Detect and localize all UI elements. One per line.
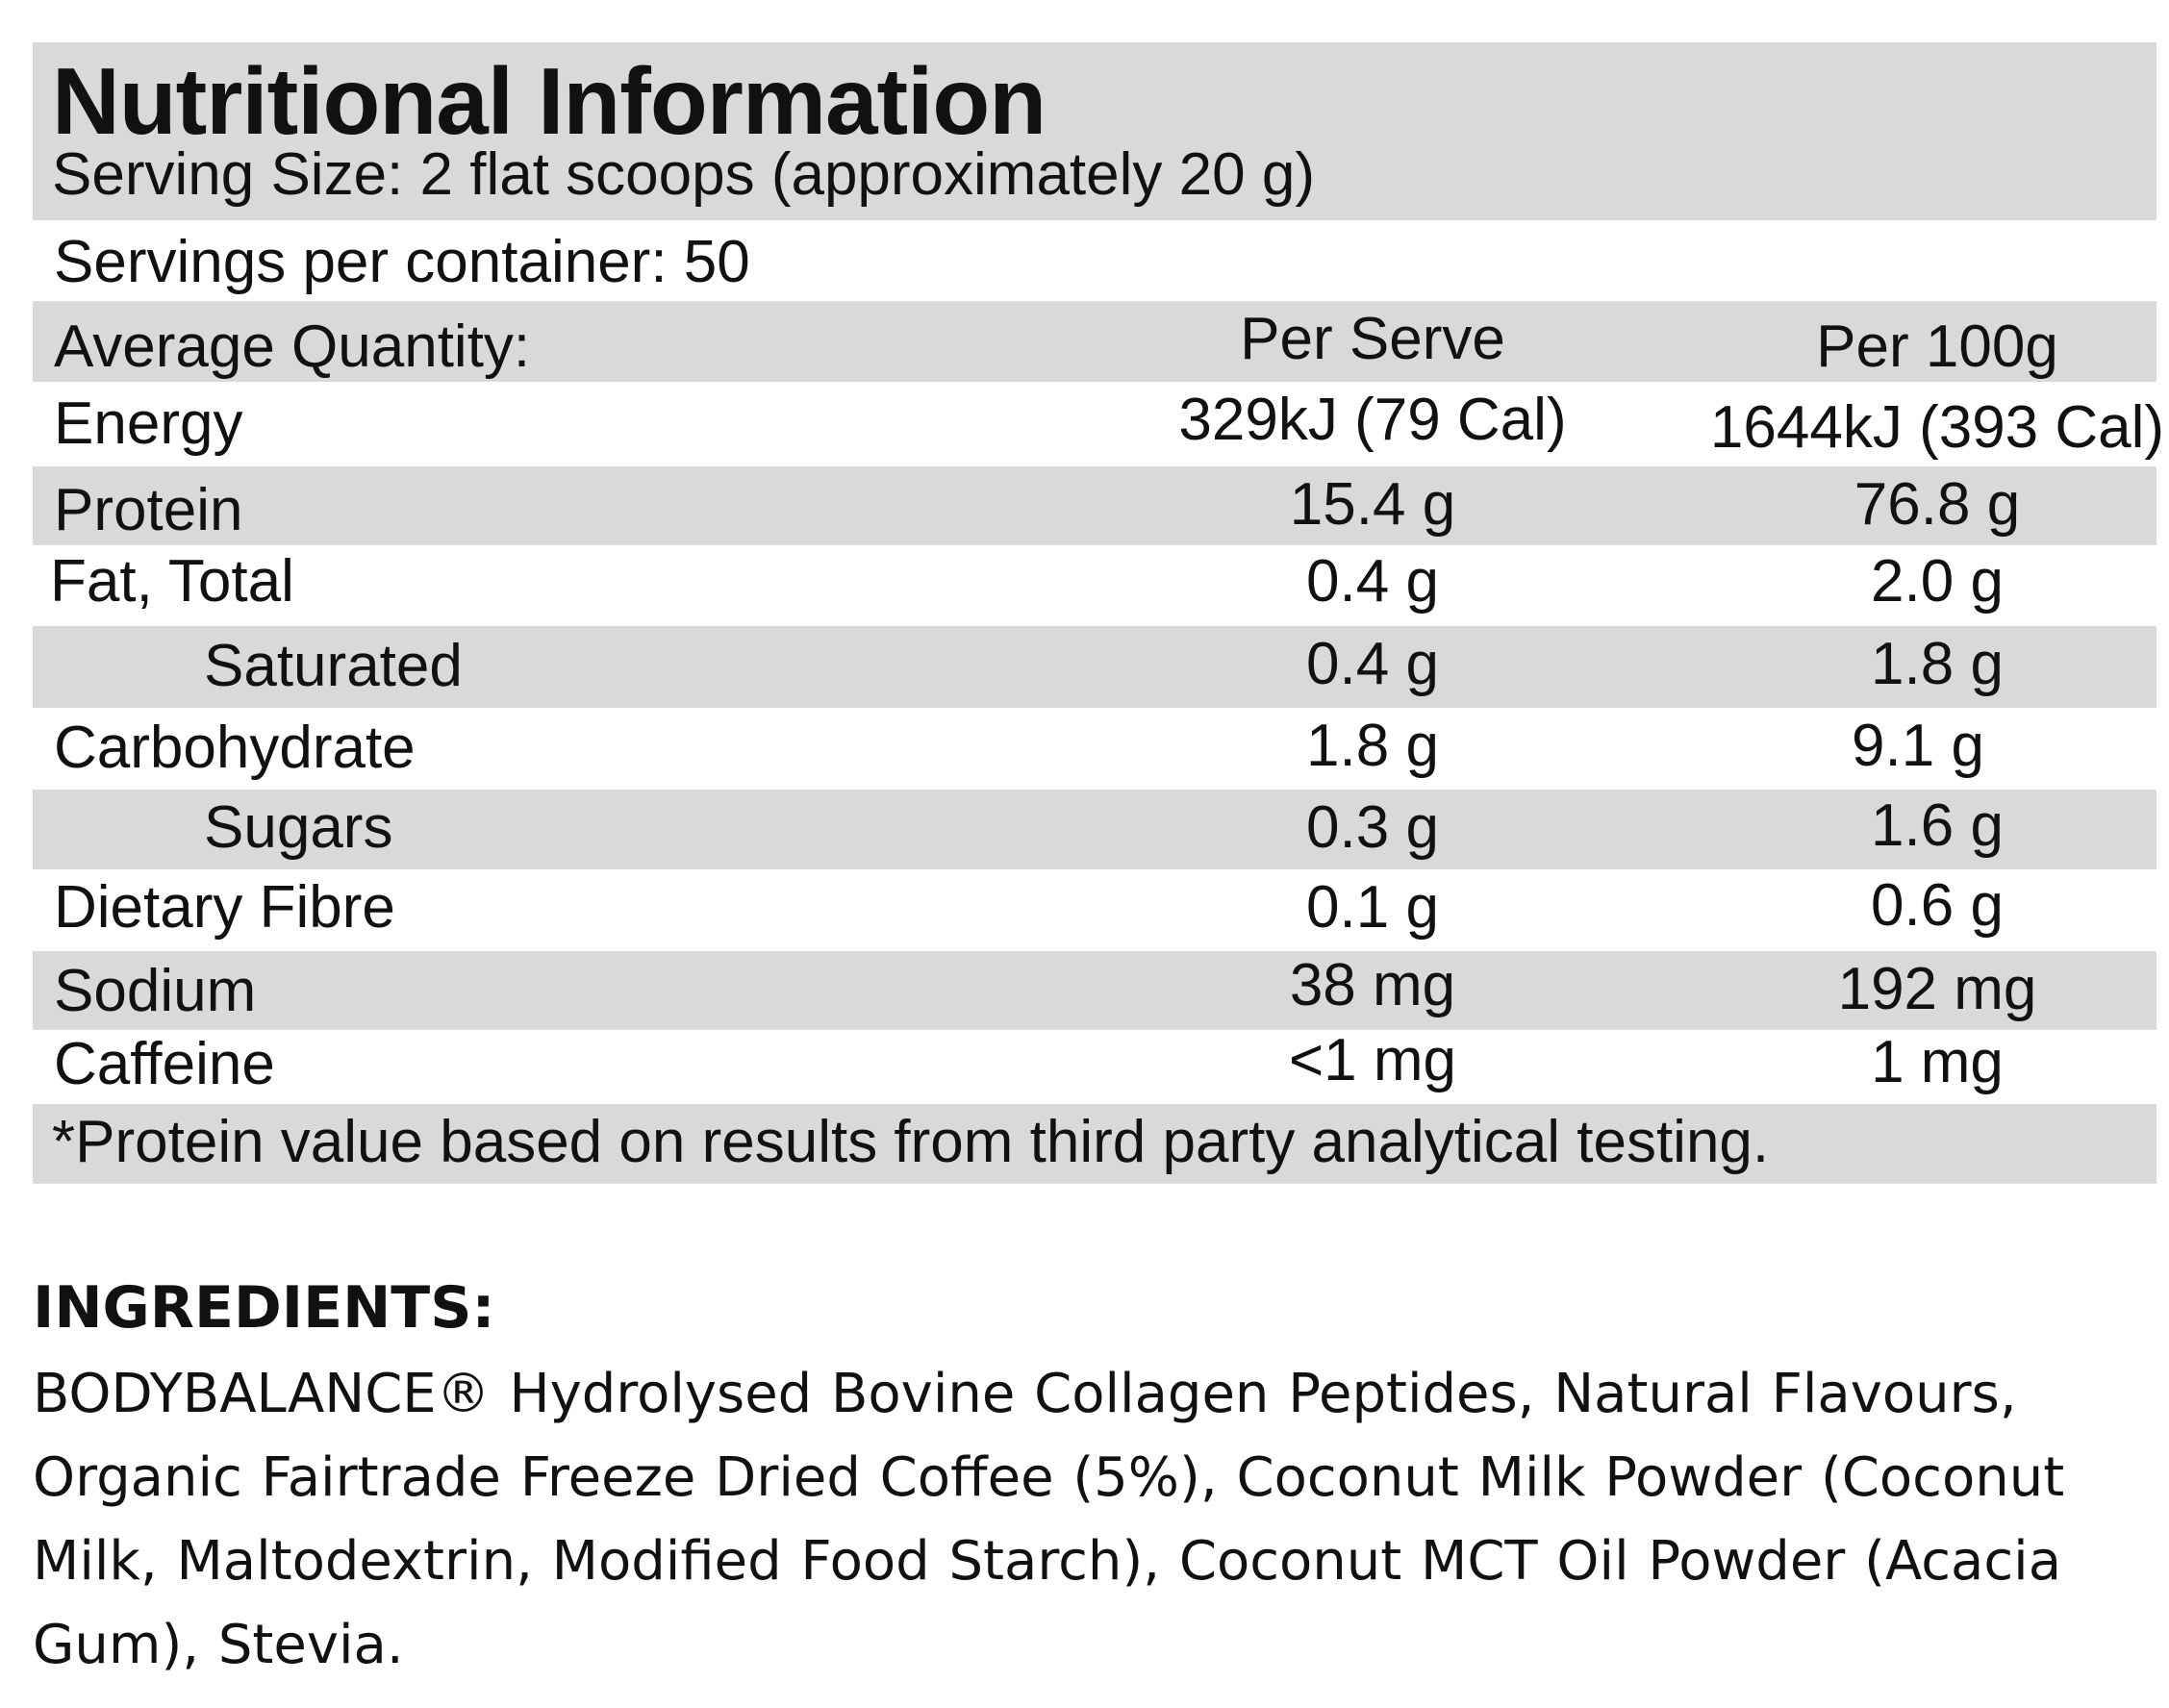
nutrient-label: Sodium: [54, 958, 257, 1024]
per-serve-value: 38 mg: [1289, 952, 1456, 1018]
nutrient-label: Dietary Fibre: [54, 874, 395, 941]
per-100g-value: 192 mg: [1837, 956, 2037, 1022]
table-row: Saturated 0.4 g 1.8 g: [33, 626, 2156, 708]
average-quantity-label: Average Quantity:: [54, 314, 531, 380]
servings-per-container-row: Servings per container: 50: [33, 220, 2156, 301]
table-row: Caffeine <1 mg 1 mg: [33, 1027, 2156, 1104]
per-serve-value: 0.1 g: [1306, 874, 1439, 941]
per-serve-value: 0.4 g: [1306, 631, 1439, 697]
per-serve-value: 1.8 g: [1306, 713, 1439, 779]
per-100g-header: Per 100g: [1816, 314, 2058, 380]
nutrient-label: Saturated: [204, 633, 463, 699]
per-serve-value: 329kJ (79 Cal): [1178, 387, 1567, 453]
table-row: Protein 15.4 g 76.8 g: [33, 466, 2156, 545]
table-row: Carbohydrate 1.8 g 9.1 g: [33, 708, 2156, 790]
table-row: Sugars 0.3 g 1.6 g: [33, 790, 2156, 869]
nutrient-label: Protein: [54, 477, 243, 543]
per-serve-value: <1 mg: [1288, 1027, 1457, 1093]
nutrient-label: Sugars: [204, 794, 393, 861]
per-100g-value: 2.0 g: [1871, 548, 2004, 615]
table-row: Energy 329kJ (79 Cal) 1644kJ (393 Cal): [33, 382, 2164, 466]
servings-per-container: Servings per container: 50: [54, 229, 750, 295]
nutrient-label: Carbohydrate: [54, 715, 416, 781]
nutrition-header: Nutritional Information Serving Size: 2 …: [33, 42, 2156, 220]
per-serve-value: 0.4 g: [1306, 548, 1439, 615]
ingredients-heading: INGREDIENTS:: [33, 1274, 495, 1342]
per-100g-value: 9.1 g: [1852, 713, 1984, 779]
per-100g-value: 1.6 g: [1871, 792, 2004, 859]
serving-size: Serving Size: 2 flat scoops (approximate…: [52, 141, 1315, 208]
table-header-row: Average Quantity: Per Serve Per 100g: [33, 301, 2156, 382]
per-100g-value: 1.8 g: [1871, 631, 2004, 697]
ingredients-text: BODYBALANCE® Hydrolysed Bovine Collagen …: [33, 1363, 2065, 1676]
nutrition-panel: Nutritional Information Serving Size: 2 …: [33, 42, 2164, 1184]
table-row: Dietary Fibre 0.1 g 0.6 g: [33, 869, 2156, 951]
footnote: *Protein value based on results from thi…: [52, 1109, 1770, 1175]
nutrient-label: Fat, Total: [50, 548, 294, 615]
nutrition-title: Nutritional Information: [52, 48, 1047, 154]
table-row: Sodium 38 mg 192 mg: [33, 951, 2156, 1030]
per-serve-value: 15.4 g: [1289, 471, 1456, 538]
table-row: Fat, Total 0.4 g 2.0 g: [33, 545, 2156, 626]
per-100g-value: 76.8 g: [1854, 471, 2021, 538]
nutrient-label: Caffeine: [54, 1031, 275, 1097]
per-100g-value: 1 mg: [1871, 1029, 2004, 1095]
per-100g-value: 1644kJ (393 Cal): [1709, 394, 2165, 461]
per-serve-value: 0.3 g: [1306, 794, 1439, 861]
per-100g-value: 0.6 g: [1871, 872, 2004, 939]
ingredients-section: INGREDIENTS: BODYBALANCE® Hydrolysed Bov…: [33, 1269, 2158, 1687]
per-serve-header: Per Serve: [1240, 306, 1505, 372]
nutrient-label: Energy: [54, 390, 243, 457]
footnote-row: *Protein value based on results from thi…: [33, 1104, 2156, 1184]
